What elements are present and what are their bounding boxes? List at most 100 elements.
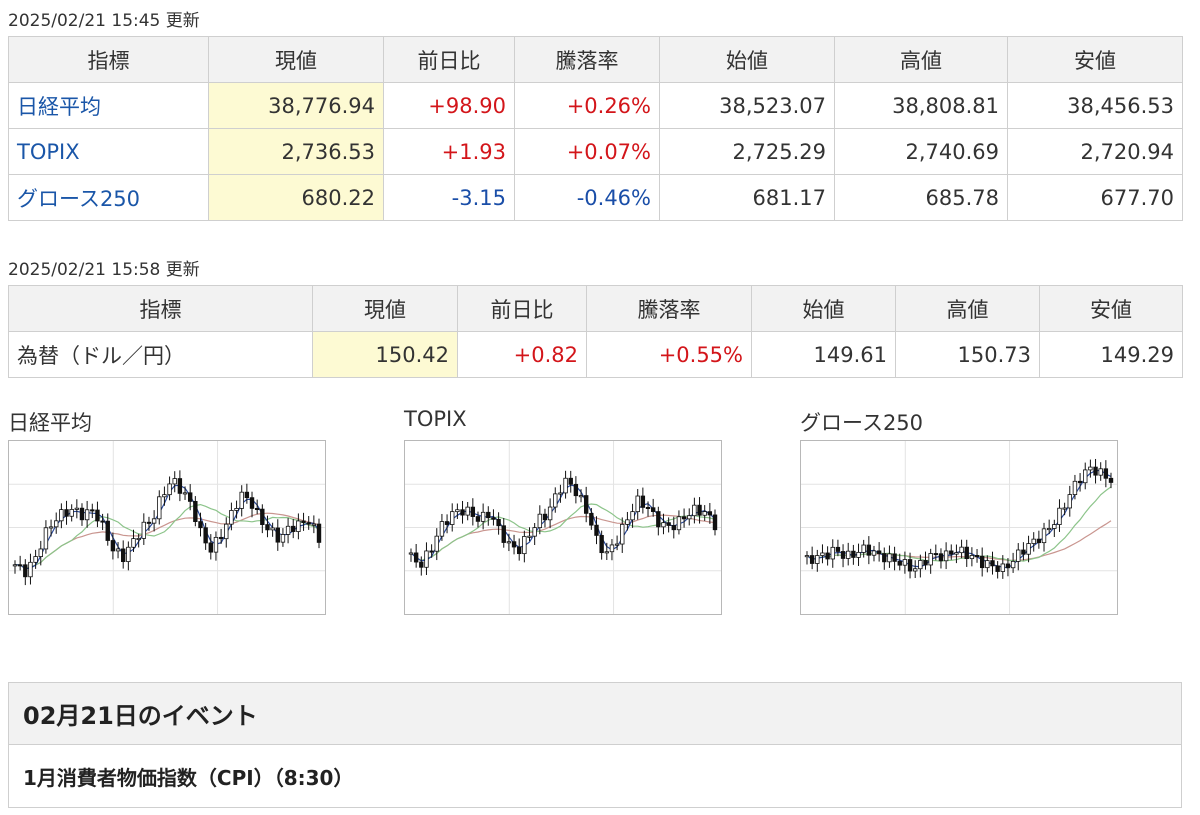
candle-body bbox=[835, 546, 841, 552]
candle-body bbox=[136, 537, 141, 540]
candle-body bbox=[291, 525, 296, 532]
candle-body bbox=[809, 555, 815, 564]
col-header-high: 高値 bbox=[895, 285, 1040, 332]
high-value: 150.73 bbox=[895, 331, 1040, 378]
candle-body bbox=[465, 506, 470, 516]
col-header-open: 始値 bbox=[751, 285, 896, 332]
candle-body bbox=[1083, 469, 1088, 484]
candle-body bbox=[1000, 563, 1005, 572]
candle-body bbox=[162, 494, 167, 498]
candle-body bbox=[938, 553, 944, 562]
candle-body bbox=[121, 548, 126, 563]
candle-body bbox=[198, 521, 203, 529]
col-header-change: 前日比 bbox=[457, 285, 587, 332]
candle-body bbox=[913, 568, 918, 572]
change-value: +1.93 bbox=[383, 128, 515, 175]
candle-body bbox=[820, 552, 825, 556]
candle-body bbox=[1010, 560, 1016, 569]
candle-body bbox=[537, 513, 543, 529]
candle-body bbox=[578, 495, 584, 498]
candle-body bbox=[887, 553, 892, 563]
candle-body bbox=[480, 511, 486, 522]
table-row: 日経平均 38,776.94 +98.90 +0.26% 38,523.07 3… bbox=[8, 82, 1183, 129]
chart-growth250[interactable] bbox=[800, 440, 1118, 615]
candle-body bbox=[316, 523, 322, 543]
candle-body bbox=[224, 523, 229, 540]
candle-body bbox=[871, 550, 877, 556]
candle-body bbox=[640, 495, 646, 508]
candle-body bbox=[522, 536, 527, 555]
candle-body bbox=[455, 509, 460, 513]
candle-body bbox=[12, 564, 18, 567]
candle-body bbox=[229, 510, 234, 525]
candle-body bbox=[491, 517, 496, 520]
col-header-pct: 騰落率 bbox=[514, 36, 660, 83]
event-item[interactable]: 1月消費者物価指数（CPI）（8:30） bbox=[23, 765, 354, 790]
candle-body bbox=[1031, 538, 1036, 544]
candle-body bbox=[943, 550, 949, 562]
candle-body bbox=[141, 521, 147, 539]
candle-body bbox=[666, 522, 671, 526]
candle-body bbox=[486, 511, 491, 519]
candle-body bbox=[661, 522, 666, 528]
index-link-topix[interactable]: TOPIX bbox=[8, 128, 209, 175]
candle-body bbox=[979, 555, 985, 569]
candle-body bbox=[1098, 468, 1103, 476]
candle-body bbox=[182, 492, 188, 495]
candle-body bbox=[846, 550, 851, 559]
candle-body bbox=[475, 516, 481, 522]
col-header-indicator: 指標 bbox=[8, 285, 313, 332]
chart-nikkei[interactable] bbox=[8, 440, 326, 615]
candle-body bbox=[995, 565, 1000, 572]
col-header-current: 現値 bbox=[208, 36, 384, 83]
candle-body bbox=[553, 493, 558, 508]
candle-body bbox=[594, 524, 599, 536]
candle-body bbox=[645, 506, 651, 509]
candle-body bbox=[568, 477, 573, 485]
table-row: 為替（ドル／円） 150.42 +0.82 +0.55% 149.61 150.… bbox=[8, 331, 1183, 378]
candle-body bbox=[676, 516, 682, 531]
candle-body bbox=[692, 504, 697, 517]
candle-body bbox=[697, 504, 702, 516]
candle-body bbox=[650, 507, 656, 512]
candle-body bbox=[609, 544, 615, 553]
candle-body bbox=[599, 535, 604, 554]
candle-body bbox=[285, 525, 291, 535]
low-value: 677.70 bbox=[1007, 174, 1183, 221]
chart-topix[interactable] bbox=[404, 440, 722, 615]
open-value: 681.17 bbox=[659, 174, 835, 221]
candle-body bbox=[532, 527, 537, 537]
candle-body bbox=[311, 523, 317, 526]
candle-body bbox=[1021, 549, 1026, 555]
candle-body bbox=[260, 508, 265, 525]
col-header-indicator: 指標 bbox=[8, 36, 209, 83]
candle-body bbox=[208, 542, 213, 553]
candle-body bbox=[79, 507, 85, 521]
col-header-low: 安値 bbox=[1039, 285, 1183, 332]
candle-body bbox=[969, 555, 975, 560]
candle-body bbox=[954, 552, 959, 555]
candle-body bbox=[671, 525, 676, 531]
index-link-nikkei[interactable]: 日経平均 bbox=[8, 82, 209, 129]
open-value: 2,725.29 bbox=[659, 128, 835, 175]
candle-body bbox=[625, 519, 630, 525]
change-value: -3.15 bbox=[383, 174, 515, 221]
candle-body bbox=[23, 564, 28, 578]
candle-body bbox=[187, 492, 193, 502]
candle-body bbox=[1026, 543, 1031, 555]
low-value: 2,720.94 bbox=[1007, 128, 1183, 175]
candle-body bbox=[985, 560, 990, 569]
candle-body bbox=[1057, 507, 1062, 525]
candle-body bbox=[1067, 494, 1072, 509]
candle-body bbox=[959, 546, 964, 554]
candle-body bbox=[126, 546, 131, 563]
candle-body bbox=[69, 509, 74, 517]
candle-body bbox=[95, 509, 100, 522]
table-row: グロース250 680.22 -3.15 -0.46% 681.17 685.7… bbox=[8, 174, 1183, 221]
candle-body bbox=[620, 523, 625, 545]
candle-body bbox=[804, 555, 810, 558]
candle-body bbox=[851, 550, 856, 558]
candle-body bbox=[1036, 538, 1042, 544]
candle-body bbox=[635, 495, 640, 513]
index-link-growth250[interactable]: グロース250 bbox=[8, 174, 209, 221]
